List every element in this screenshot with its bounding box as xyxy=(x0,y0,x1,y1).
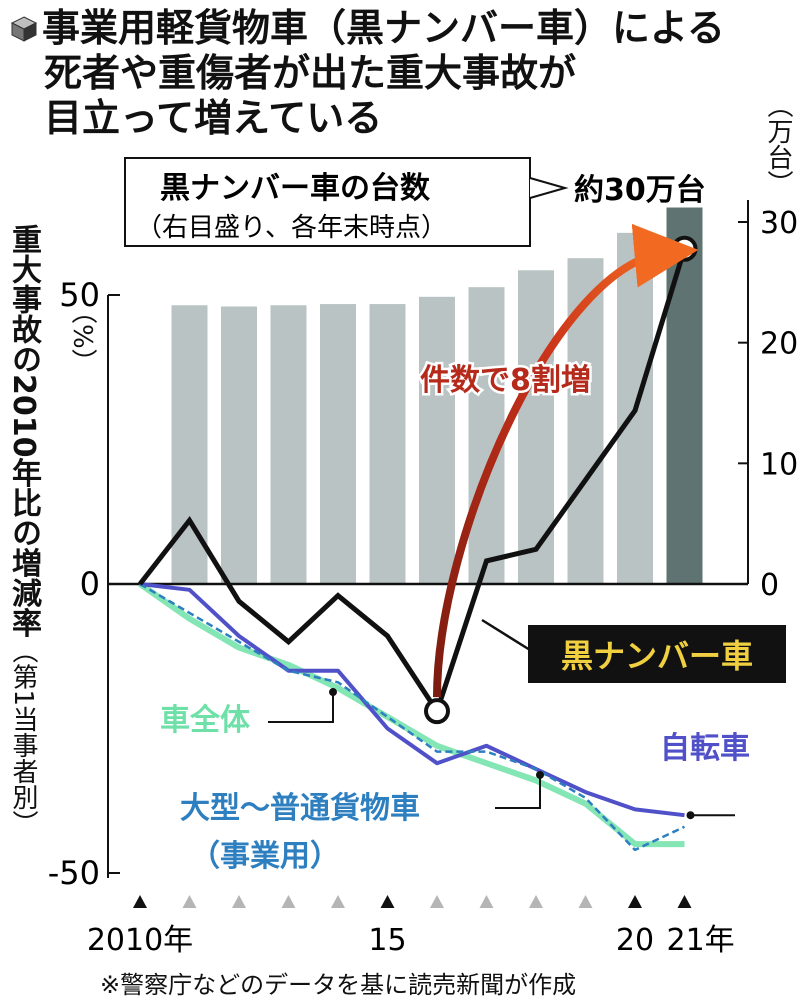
series-large-truck-line xyxy=(139,582,686,852)
y-axis-label-main: 重大事故の2010年比の増減率 xyxy=(6,224,41,638)
highlight-point-2021 xyxy=(671,235,698,262)
bars-legend-pointer xyxy=(529,177,569,199)
growth-arrow xyxy=(433,223,699,698)
highlight-point-2016 xyxy=(424,698,450,725)
large-truck-leader xyxy=(495,774,541,809)
y-right-tick-label: 20 xyxy=(760,327,798,362)
large-truck-label-sub: （事業用） xyxy=(190,839,340,874)
y-axis-label: 重大事故の2010年比の増減率（第1当事者別） xyxy=(6,224,41,837)
y-left-tick-label: -50 xyxy=(48,854,100,892)
y-axis-label-sub: （第1当事者別） xyxy=(8,637,38,837)
bars-callout-value: 約30万台 xyxy=(574,173,706,208)
x-tick-label: 15 xyxy=(368,923,406,958)
y-right-tick-label: 10 xyxy=(760,447,798,482)
x-tick-marker xyxy=(677,895,692,908)
bar-2012 xyxy=(221,306,257,584)
y-right-unit: （万台） xyxy=(763,92,793,196)
x-tick-marker xyxy=(380,895,395,908)
series-bicycle-line xyxy=(139,582,685,818)
x-tick-label: 2010年 xyxy=(87,923,193,958)
y-right-tick-label: 30 xyxy=(760,206,798,241)
cube-icon xyxy=(10,16,38,42)
bicycle-label: 自転車 xyxy=(660,731,750,766)
x-tick-marker xyxy=(331,895,345,908)
all-vehicles-leader-dot xyxy=(329,688,337,697)
title-block: 事業用軽貨物車（黒ナンバー車）による 死者や重傷者が出た重大事故が 目立って増え… xyxy=(10,6,800,141)
x-tick-marker xyxy=(281,895,296,908)
bar-2021 xyxy=(666,207,703,584)
title-line-3: 目立って増えている xyxy=(44,96,383,140)
x-tick-label: 20 xyxy=(616,923,654,958)
x-tick-marker xyxy=(479,895,494,908)
x-tick-marker xyxy=(529,895,543,908)
large-truck-leader-dot xyxy=(536,770,544,779)
bar-2018 xyxy=(518,270,554,584)
x-tick-marker xyxy=(430,895,444,908)
black-plate-leader xyxy=(481,618,531,652)
large-truck-label: 大型～普通貨物車 xyxy=(180,791,420,826)
all-vehicles-leader xyxy=(268,692,334,723)
bars-legend-note: （右目盛り、各年末時点） xyxy=(136,213,447,243)
series-all-vehicles-line xyxy=(138,581,685,848)
title-text-1: 事業用軽貨物車（黒ナンバー車）による xyxy=(42,6,725,50)
bar-2016 xyxy=(419,296,455,584)
y-left-tick-label: 50 xyxy=(59,276,100,314)
y-left-tick-label: 0 xyxy=(80,565,100,603)
annotation-layer: 件数で8割増 黒ナンバー車の台数 （右目盛り、各年末時点） 約30万台黒ナンバー車車全… xyxy=(124,157,786,874)
x-tick-marker xyxy=(578,895,593,908)
bicycle-leader-dot xyxy=(686,811,695,820)
bar-2013 xyxy=(270,305,307,584)
x-tick-marker xyxy=(182,895,197,908)
source-footnote: ※警察庁などのデータを基に読売新聞が作成 xyxy=(100,971,577,999)
bars-legend-box xyxy=(124,157,531,247)
axes-layer: 50 0 -50 30 20 10 0 2010年 15 20 21年 xyxy=(48,200,798,958)
all-vehicles-label: 車全体 xyxy=(160,703,251,738)
black-plate-label: 黒ナンバー車 xyxy=(561,637,753,675)
black-plate-label-box xyxy=(528,625,786,683)
x-tick-marker xyxy=(628,895,642,908)
y-left-unit: （%） xyxy=(67,298,97,375)
bars-legend-title: 黒ナンバー車の台数 xyxy=(160,171,431,206)
series-black-plate-line xyxy=(138,248,687,717)
bar-2015 xyxy=(369,304,406,584)
x-tick-label: 21年 xyxy=(667,923,735,958)
bar-2014 xyxy=(320,304,356,584)
y-right-tick-label: 0 xyxy=(760,568,779,603)
growth-annotation: 件数で8割増 xyxy=(420,363,591,398)
x-tick-marker xyxy=(232,895,246,908)
x-tick-marker xyxy=(133,895,147,908)
title-line-2: 死者や重傷者が出た重大事故が xyxy=(44,51,577,95)
title-line-1: 事業用軽貨物車（黒ナンバー車）による xyxy=(10,6,800,51)
